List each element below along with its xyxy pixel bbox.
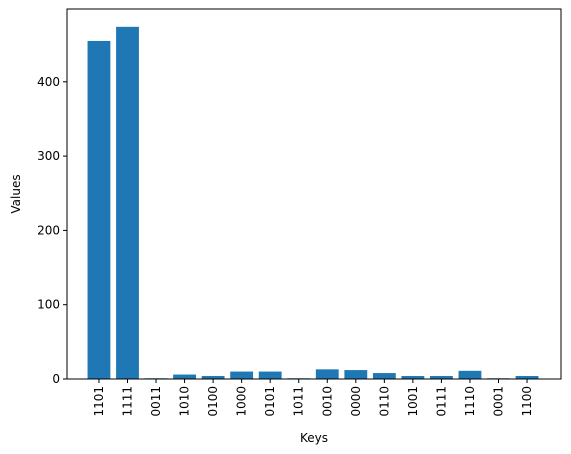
x-tick-label: 0001 bbox=[492, 386, 506, 417]
x-tick-label: 1111 bbox=[121, 386, 135, 417]
bar bbox=[173, 374, 196, 379]
x-tick-label: 0000 bbox=[349, 386, 363, 417]
x-tick-label: 0011 bbox=[149, 386, 163, 417]
x-tick-label: 1001 bbox=[406, 386, 420, 417]
x-tick-label: 1101 bbox=[92, 386, 106, 417]
plot-frame bbox=[66, 8, 562, 380]
bar bbox=[315, 369, 339, 379]
bar bbox=[515, 376, 539, 379]
bar bbox=[372, 373, 396, 379]
bar bbox=[401, 376, 425, 379]
x-tick-label: 1011 bbox=[292, 386, 306, 417]
bar bbox=[116, 26, 139, 379]
bar bbox=[430, 376, 453, 379]
y-tick-label: 200 bbox=[37, 223, 60, 237]
x-tick-label: 0110 bbox=[377, 386, 391, 417]
bar bbox=[87, 40, 111, 380]
bar bbox=[344, 370, 368, 379]
y-tick-label: 100 bbox=[37, 298, 60, 312]
bar bbox=[258, 371, 282, 379]
y-tick-label: 400 bbox=[37, 75, 60, 89]
x-tick-label: 1010 bbox=[178, 386, 192, 417]
x-tick-label: 0111 bbox=[434, 386, 448, 417]
bar bbox=[201, 376, 225, 379]
x-tick-label: 1000 bbox=[235, 386, 249, 417]
bar bbox=[230, 371, 254, 379]
x-axis-label: Keys bbox=[300, 431, 328, 445]
y-tick-label: 300 bbox=[37, 149, 60, 163]
x-tick-label: 0101 bbox=[263, 386, 277, 417]
y-tick-label: 0 bbox=[52, 372, 60, 386]
x-tick-label: 1110 bbox=[463, 386, 477, 417]
bar bbox=[458, 370, 482, 379]
y-axis-label: Values bbox=[9, 174, 23, 213]
x-tick-label: 1100 bbox=[520, 386, 534, 417]
x-tick-label: 0100 bbox=[206, 386, 220, 417]
x-tick-label: 0010 bbox=[320, 386, 334, 417]
